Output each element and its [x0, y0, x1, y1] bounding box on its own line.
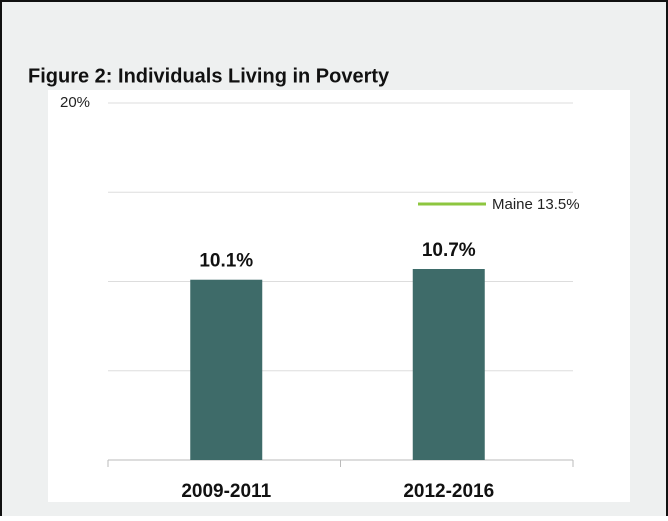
bar	[190, 279, 263, 460]
x-tick-label: 2009-2011	[181, 481, 271, 502]
value-label: 10.1%	[199, 251, 253, 272]
y-tick-label: 20%	[60, 94, 90, 111]
plot-background	[48, 90, 630, 502]
reference-label: Maine 13.5%	[492, 196, 580, 213]
x-tick-label: 2012-2016	[403, 481, 494, 502]
chart-title: Figure 2: Individuals Living in Poverty	[28, 65, 390, 87]
value-label: 10.7%	[422, 240, 476, 261]
bar	[412, 269, 485, 460]
